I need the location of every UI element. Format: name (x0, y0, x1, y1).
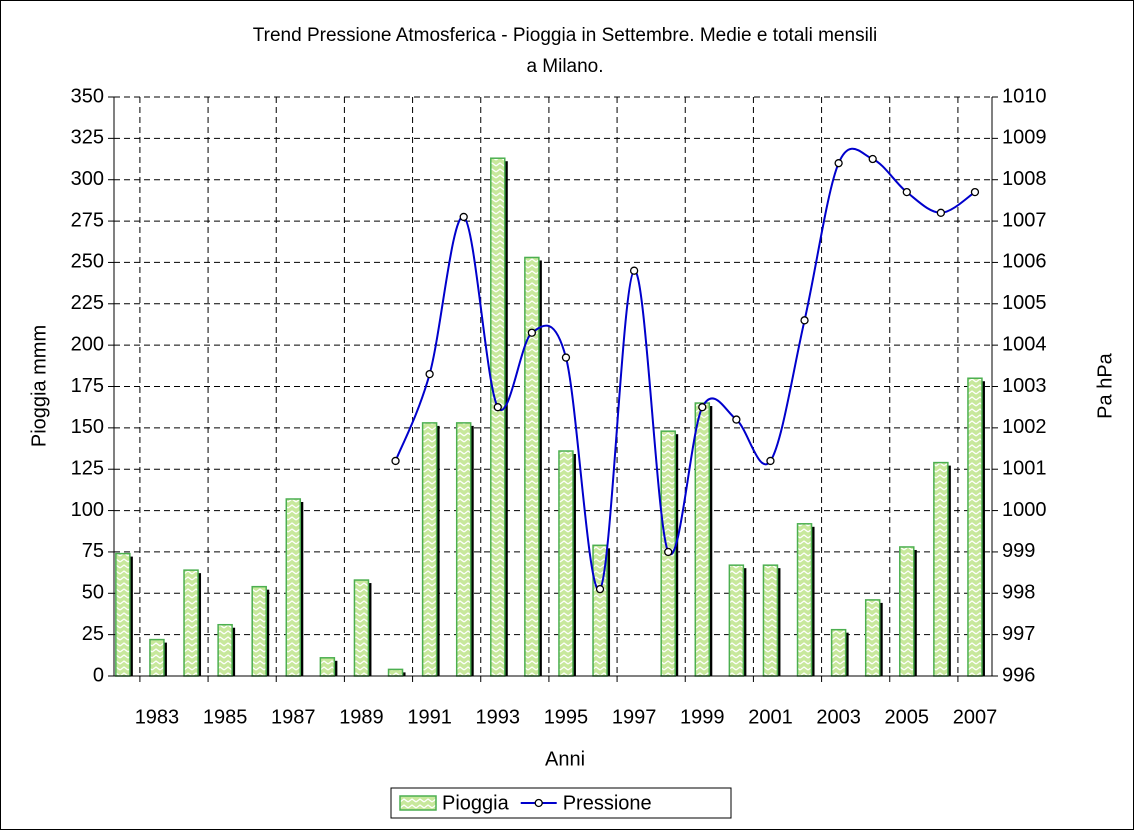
y2-tick-label: 1002 (1002, 416, 1047, 438)
point (800, 316, 809, 325)
y2-tick-label: 1010 (1002, 85, 1047, 107)
point (970, 187, 980, 197)
point (391, 456, 400, 466)
y-tick-label: 175 (71, 375, 104, 397)
x-tick-label: 2005 (885, 706, 930, 728)
y-tick-label: 225 (71, 292, 104, 314)
y-tick-label: 150 (71, 416, 104, 438)
bar (796, 523, 813, 677)
y2-tick-label: 1003 (1002, 375, 1047, 397)
legend-label: Pressione (563, 792, 652, 814)
y-tick-label: 300 (71, 168, 104, 190)
x-axis-label: Anni (545, 748, 585, 770)
point (664, 547, 673, 557)
y-tick-label: 325 (71, 127, 104, 149)
point (629, 266, 639, 275)
y-axis-label: Pioggia mmm (28, 325, 50, 447)
bar (864, 599, 881, 677)
bar (524, 256, 540, 677)
y2-tick-label: 1009 (1002, 127, 1047, 149)
y2-axis-label: Pa hPa (1094, 352, 1116, 418)
x-tick-label: 1985 (203, 706, 248, 728)
chart-title: Trend Pressione Atmosferica - Pioggia in… (253, 25, 877, 46)
point (732, 415, 741, 424)
bar (285, 498, 302, 677)
bar (830, 628, 847, 677)
bar (387, 668, 404, 677)
bar (899, 546, 915, 677)
bar (183, 569, 199, 677)
x-tick-label: 2007 (953, 706, 998, 728)
bar (933, 461, 949, 677)
x-tick-label: 2001 (748, 706, 793, 728)
point (936, 208, 946, 217)
point (766, 456, 775, 466)
y2-tick-label: 1000 (1002, 499, 1047, 521)
x-tick-label: 1989 (339, 706, 384, 728)
point (698, 403, 707, 412)
bar (115, 552, 131, 677)
point (459, 212, 468, 222)
chart-title: a Milano. (526, 56, 603, 77)
bar (728, 564, 745, 677)
x-tick-label: 1997 (612, 706, 657, 728)
x-tick-label: 1993 (476, 706, 521, 728)
x-tick-label: 1987 (271, 706, 316, 728)
point (595, 585, 605, 594)
point (425, 369, 434, 379)
y2-tick-label: 1001 (1002, 457, 1047, 479)
y-tick-label: 125 (71, 457, 104, 479)
legend-swatch (534, 798, 543, 808)
y-tick-label: 350 (71, 85, 104, 107)
y-tick-label: 75 (82, 540, 104, 562)
point (868, 154, 877, 164)
y2-tick-label: 999 (1002, 540, 1035, 562)
x-tick-label: 1983 (135, 706, 180, 728)
x-tick-label: 1995 (544, 706, 589, 728)
y-tick-label: 0 (93, 664, 104, 686)
bar (967, 377, 983, 677)
y2-tick-label: 996 (1002, 664, 1035, 686)
bar (762, 564, 779, 677)
bar (490, 157, 506, 677)
bar (455, 422, 472, 677)
y-tick-label: 275 (71, 209, 104, 231)
y2-tick-label: 1004 (1002, 333, 1047, 355)
bar (694, 402, 711, 677)
y-tick-label: 50 (82, 582, 104, 604)
bar (421, 422, 438, 677)
point (493, 403, 502, 412)
y2-tick-label: 997 (1002, 623, 1035, 645)
bar (217, 623, 233, 677)
bar (319, 657, 336, 677)
x-tick-label: 2003 (816, 706, 861, 728)
legend-label: Pioggia (442, 792, 510, 814)
legend-swatch (399, 795, 437, 811)
y-tick-label: 250 (71, 251, 104, 273)
point (527, 328, 537, 337)
x-tick-label: 1991 (407, 706, 452, 728)
point (902, 187, 911, 197)
y-tick-label: 200 (71, 333, 104, 355)
y-tick-label: 100 (71, 499, 104, 521)
x-tick-label: 1999 (680, 706, 725, 728)
point (834, 159, 843, 168)
legend-box (390, 787, 732, 819)
y2-tick-label: 998 (1002, 582, 1035, 604)
bar (558, 450, 574, 677)
y2-tick-label: 1005 (1002, 292, 1047, 314)
y2-tick-label: 1007 (1002, 209, 1047, 231)
bar (353, 579, 370, 677)
y2-tick-label: 1008 (1002, 168, 1047, 190)
bar (251, 585, 267, 677)
bar (149, 638, 165, 677)
y2-tick-label: 1006 (1002, 251, 1047, 273)
point (561, 353, 571, 362)
y-tick-label: 25 (82, 623, 104, 645)
